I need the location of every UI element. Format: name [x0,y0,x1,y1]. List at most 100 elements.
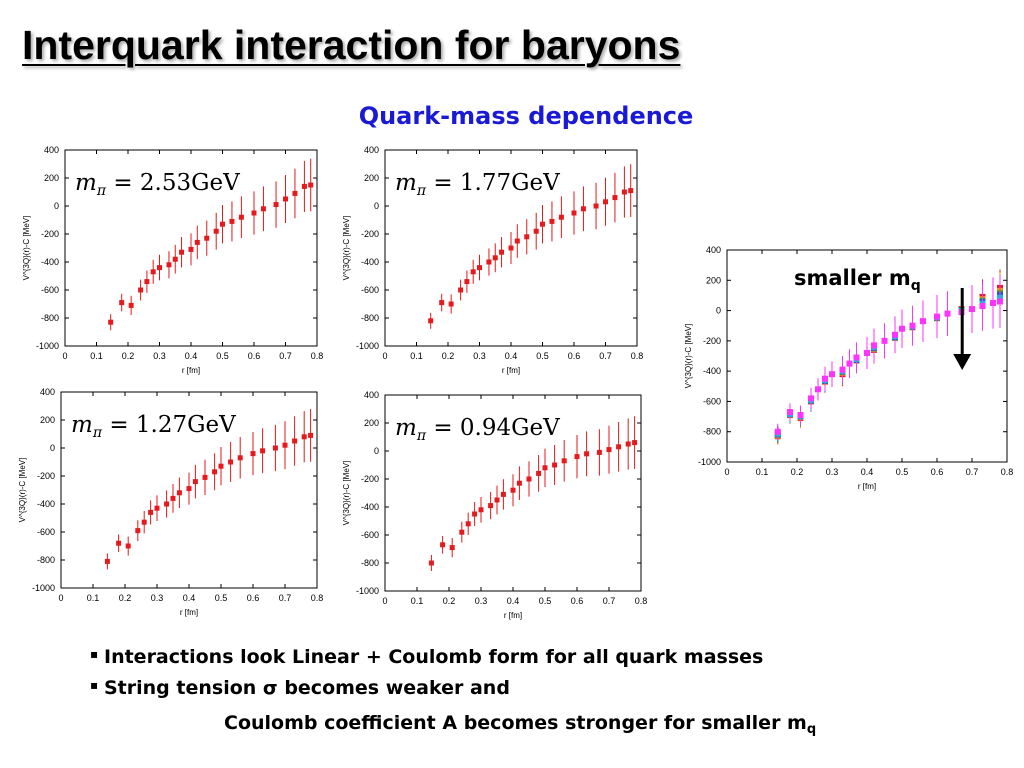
data-point [829,371,835,378]
x-tick-label: 0.2 [119,593,132,603]
chart-panel-mpi-2-53: 400 200 0 -200 -400 -600 -800 -1000 0 0.1 0.2 0.3 0.… [10,145,323,375]
x-tick-label: 0.8 [1001,467,1014,477]
data-point [282,442,288,448]
y-tick-label: -400 [37,499,55,509]
data-point [458,287,464,293]
data-point [186,486,192,492]
data-point [170,495,176,501]
x-tick-label: 0.2 [443,596,456,606]
x-axis-label: r [fm] [502,366,520,375]
y-tick-label: -1000 [356,341,379,351]
data-point [621,189,627,195]
y-tick-label: -600 [703,396,721,406]
x-tick-label: 0.4 [861,467,874,477]
data-point [154,505,160,511]
x-tick-label: 0.4 [183,593,196,603]
data-point [892,331,898,338]
x-tick-label: 0.1 [87,593,100,603]
label-mass-symbol: m [71,412,93,438]
y-tick-label: -400 [361,502,379,512]
y-tick-label: 400 [40,387,55,397]
label-value: = 2.53GeV [106,170,240,196]
x-tick-label: 0 [382,351,387,361]
data-point [301,434,307,440]
data-point [250,451,256,457]
slide-subtitle: Quark-mass dependence [358,102,694,130]
data-point [606,447,612,453]
label-subscript: π [416,428,427,444]
y-tick-label: -200 [37,471,55,481]
data-point [213,228,219,234]
data-point [540,221,545,227]
y-tick-label: -800 [361,558,379,568]
data-point [979,303,986,310]
data-point [308,182,314,188]
y-tick-label: -1000 [32,583,55,593]
data-point [603,199,608,205]
data-point [439,300,445,306]
bullet-item: ▪ Interactions look Linear + Coulomb for… [90,646,763,677]
y-tick-label: -1000 [356,586,379,596]
y-tick-label: -600 [41,285,59,295]
bullet-text: String tension σ becomes weaker and [104,677,510,699]
y-tick-label: 0 [50,443,55,453]
data-point [204,235,210,241]
x-tick-label: 0.2 [122,351,135,361]
y-tick-label: 400 [706,245,721,255]
data-point [440,542,446,548]
x-tick-label: 0.3 [153,351,166,361]
y-tick-label: -800 [361,313,379,323]
data-point [552,462,558,468]
data-point [292,190,298,196]
data-point [125,543,131,549]
y-axis-label: V^{3Q}(r)-C [MeV] [342,216,351,281]
y-axis-label: V^{3Q}(r)-C [MeV] [18,458,27,523]
data-point [871,342,877,349]
y-tick-label: -400 [41,257,59,267]
bullet-marker: ▪ [90,647,99,661]
x-tick-label: 0.7 [966,467,979,477]
data-point [108,319,114,325]
data-point [478,507,484,513]
x-tick-label: 0.7 [603,596,616,606]
data-point [202,474,208,480]
label-value: = 1.77GeV [426,170,560,196]
bullet-item: ▪ String tension σ becomes weaker and [90,677,763,708]
data-point [464,279,470,285]
data-point [549,218,555,224]
x-tick-label: 0.2 [791,467,804,477]
data-point [157,265,162,271]
data-point [909,322,916,329]
arrow-head-icon [953,354,972,370]
data-point [944,310,951,317]
data-point [119,300,125,306]
y-tick-label: -200 [703,336,721,346]
x-tick-label: 0.8 [631,351,644,361]
data-point [526,476,532,482]
data-point [584,451,590,457]
data-point [899,325,905,332]
x-tick-label: 0.2 [442,351,455,361]
data-point [251,210,257,216]
label-mass-symbol: m [75,170,97,196]
y-tick-label: -1000 [698,457,721,467]
data-point [238,214,244,220]
y-tick-label: -1000 [36,341,59,351]
bullet-list: ▪ Interactions look Linear + Coulomb for… [90,646,816,737]
data-point [774,428,781,435]
x-tick-label: 0.7 [599,351,612,361]
y-tick-label: -400 [361,257,379,267]
chart-panel-combined: 400 200 0 -200 -400 -600 -800 -1000 0 0.1 0.2 0.3 0.… [662,245,1013,505]
x-tick-label: 0 [382,596,387,606]
data-point [176,490,182,496]
data-point [104,558,110,564]
label-value: = 1.27GeV [102,412,236,438]
x-tick-label: 0.3 [151,593,164,603]
data-point [536,470,542,476]
x-tick-label: 0.6 [931,467,944,477]
data-point [148,509,154,515]
data-point [135,528,141,534]
data-point [616,444,622,450]
